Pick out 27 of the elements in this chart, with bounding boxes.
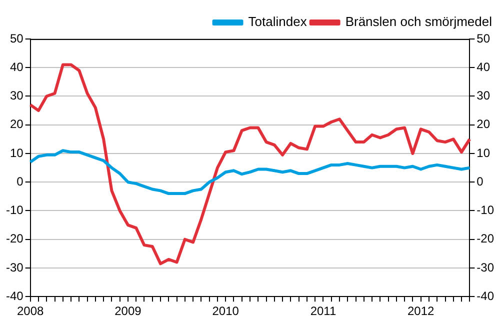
x-tick-label: 2009: [114, 304, 142, 318]
y2-tick-label: 30: [476, 88, 490, 103]
y2-tick-label: 10: [476, 146, 490, 160]
y-tick-label: 40: [10, 60, 24, 74]
y-tick-label: 30: [10, 88, 24, 103]
y2-tick-label: -10: [476, 203, 494, 218]
legend-label: Totalindex: [248, 14, 308, 30]
x-tick-label: 2008: [16, 304, 44, 318]
y2-tick-label: 0: [476, 174, 484, 188]
y2-tick-label: -20: [476, 232, 494, 246]
y2-tick-label: -30: [476, 260, 494, 274]
y-tick-label: 50: [10, 31, 24, 46]
x-tick-label: 2012: [407, 304, 435, 318]
y-tick-label: -20: [6, 232, 24, 246]
y-tick-label: -10: [6, 203, 24, 218]
y2-tick-label: 50: [476, 31, 490, 46]
y-tick-label: 0: [16, 174, 24, 188]
x-tick-label: 2011: [310, 304, 336, 318]
y-tick-label: 10: [10, 146, 24, 160]
y-tick-label: -30: [6, 260, 24, 274]
y2-tick-label: 40: [476, 60, 490, 74]
y-tick-label: -40: [6, 288, 24, 303]
legend-label: Bränslen och smörjmedel: [345, 14, 492, 30]
y-tick-label: 20: [10, 117, 24, 132]
x-tick-label: 2010: [212, 304, 240, 318]
y2-tick-label: -40: [476, 288, 494, 303]
y2-tick-label: 20: [476, 117, 490, 132]
